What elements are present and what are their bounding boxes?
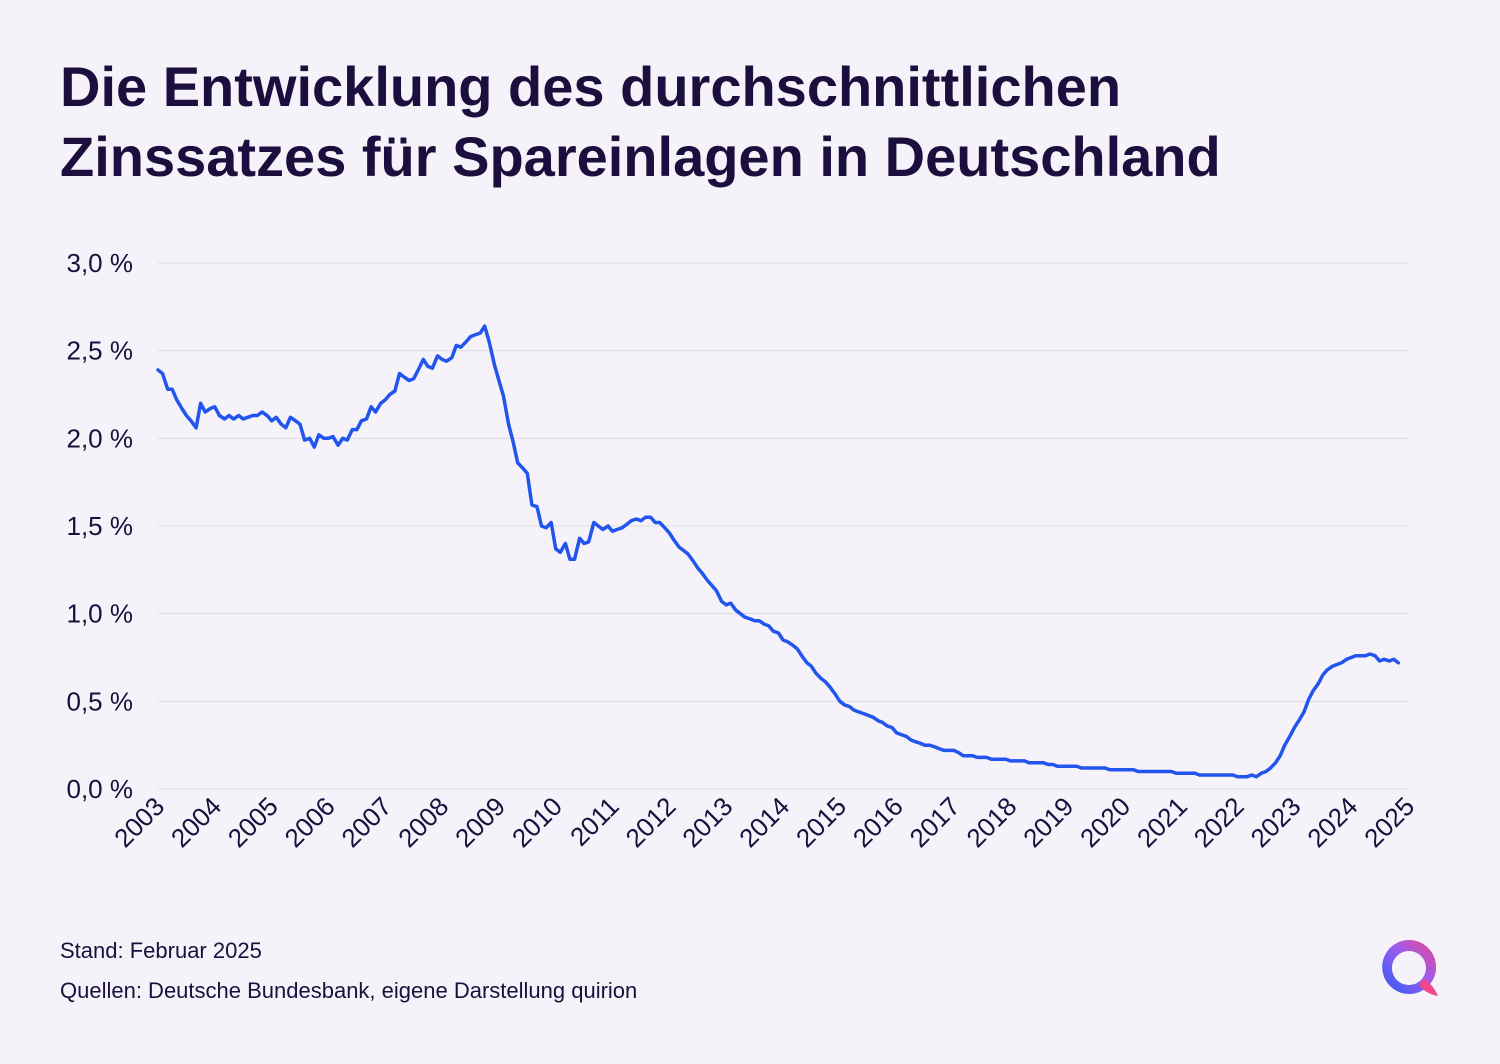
x-tick-label: 2018 xyxy=(960,791,1022,853)
series-line xyxy=(156,324,1401,779)
title-line-2: Zinssatzes für Spareinlagen in Deutschla… xyxy=(60,125,1221,188)
y-tick-label: 3,0 % xyxy=(67,248,134,278)
x-tick-label: 2012 xyxy=(619,791,681,853)
footer-sources: Quellen: Deutsche Bundesbank, eigene Dar… xyxy=(60,978,638,1003)
x-tick-label: 2009 xyxy=(449,791,511,853)
y-tick-label: 0,5 % xyxy=(67,686,134,716)
x-tick-label: 2017 xyxy=(904,791,966,853)
x-tick-label: 2014 xyxy=(733,791,795,853)
y-tick-label: 0,0 % xyxy=(67,774,134,804)
y-tick-label: 1,5 % xyxy=(67,511,134,541)
x-tick-label: 2022 xyxy=(1188,791,1250,853)
x-tick-label: 2020 xyxy=(1074,791,1136,853)
x-tick-label: 2006 xyxy=(279,791,341,853)
x-tick-label: 2025 xyxy=(1358,791,1420,853)
y-tick-label: 2,5 % xyxy=(67,336,134,366)
x-tick-label: 2004 xyxy=(165,791,227,853)
title-line-1: Die Entwicklung des durchschnittlichen xyxy=(60,55,1122,118)
y-tick-label: 1,0 % xyxy=(67,599,134,629)
x-tick-label: 2010 xyxy=(506,791,568,853)
x-tick-label: 2013 xyxy=(676,791,738,853)
chart-title: Die Entwicklung des durchschnittlichen Z… xyxy=(60,52,1460,192)
x-tick-label: 2008 xyxy=(392,791,454,853)
x-tick-label: 2023 xyxy=(1244,791,1306,853)
x-tick-label: 2005 xyxy=(222,791,284,853)
footer-stand: Stand: Februar 2025 xyxy=(60,938,262,963)
x-tick-label: 2007 xyxy=(335,791,397,853)
x-tick-label: 2016 xyxy=(847,791,909,853)
x-tick-label: 2011 xyxy=(564,791,625,852)
quirion-logo-icon xyxy=(1382,940,1438,996)
y-tick-label: 2,0 % xyxy=(67,423,134,453)
x-tick-label: 2024 xyxy=(1301,791,1363,853)
x-tick-label: 2015 xyxy=(790,791,852,853)
x-tick-label: 2019 xyxy=(1017,791,1079,853)
x-tick-label: 2021 xyxy=(1131,791,1193,853)
